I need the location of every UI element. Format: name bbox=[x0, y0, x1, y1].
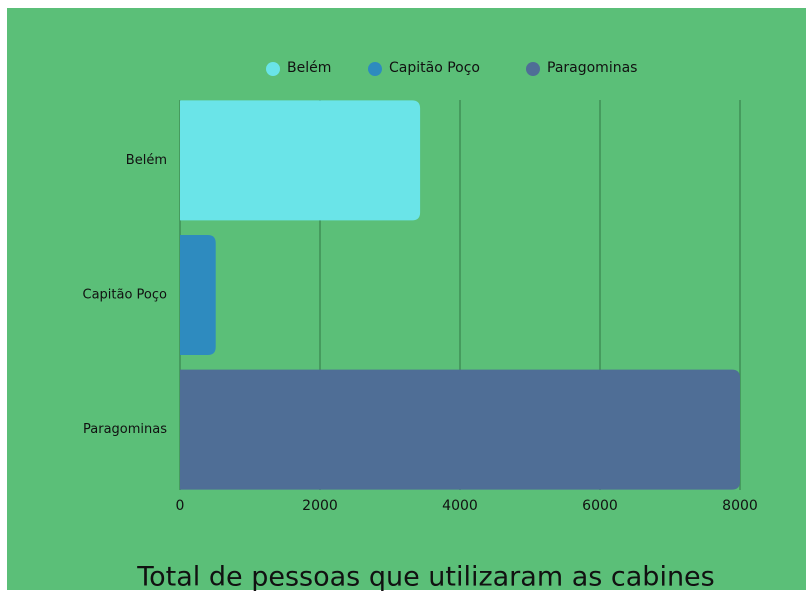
legend-marker bbox=[368, 62, 382, 76]
legend-label: Paragominas bbox=[547, 60, 637, 76]
y-tick-label: Belém bbox=[126, 153, 167, 168]
chart-title: Total de pessoas que utilizaram as cabin… bbox=[136, 562, 714, 593]
legend-label: Capitão Poço bbox=[389, 60, 480, 76]
bar bbox=[180, 100, 421, 221]
bar bbox=[180, 235, 216, 355]
y-tick-label: Paragominas bbox=[83, 422, 167, 437]
x-tick-label: 6000 bbox=[582, 498, 618, 514]
x-tick-label: 0 bbox=[176, 498, 185, 514]
x-tick-label: 8000 bbox=[722, 498, 758, 514]
legend-label: Belém bbox=[287, 60, 331, 76]
y-tick-label: Capitão Poço bbox=[83, 288, 168, 303]
bar bbox=[180, 369, 740, 490]
x-tick-label: 4000 bbox=[442, 498, 478, 514]
legend-marker bbox=[266, 62, 280, 76]
x-tick-label: 2000 bbox=[302, 498, 338, 514]
legend-marker bbox=[526, 62, 540, 76]
